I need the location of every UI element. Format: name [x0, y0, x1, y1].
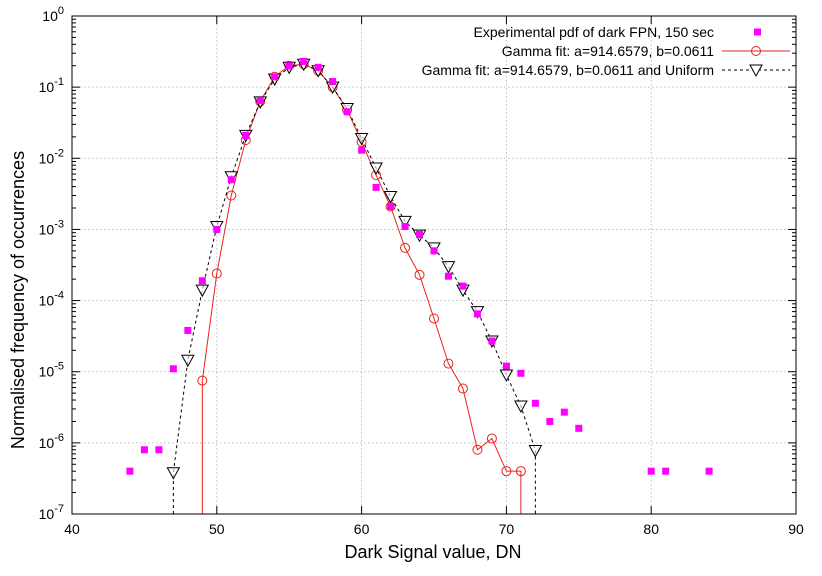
- gamma-uniform-fit-point: [383, 191, 398, 204]
- experimental-point: [256, 96, 264, 104]
- y-tick-label: 100: [42, 5, 64, 24]
- gamma-uniform-fit-point: [398, 215, 412, 229]
- experimental-point: [517, 369, 525, 377]
- y-tick-label: 10-3: [39, 218, 64, 237]
- plot-frame: [71, 15, 797, 515]
- gamma-fit-point: [226, 190, 237, 201]
- experimental-point: [198, 277, 206, 285]
- gamma-fit-point: [443, 358, 454, 369]
- gamma-uniform-fit-point: [528, 445, 543, 458]
- gamma-uniform-fit-point: [180, 354, 195, 368]
- legend-swatch-gamma-fit-marker: [751, 46, 761, 56]
- experimental-point: [314, 63, 322, 71]
- experimental-point: [184, 326, 192, 334]
- experimental-point: [300, 57, 308, 65]
- experimental-point: [662, 467, 670, 475]
- y-tick-label: 10-1: [39, 76, 64, 95]
- x-tick-label: 40: [64, 521, 80, 537]
- gamma-uniform-fit-point: [441, 261, 456, 274]
- gamma-fit-point: [197, 375, 208, 386]
- y-tick-label: 10-7: [39, 503, 64, 522]
- gamma-uniform-fit-line: [172, 63, 536, 514]
- experimental-point: [647, 467, 655, 475]
- x-tick-label: 60: [354, 521, 370, 537]
- experimental-point: [459, 282, 467, 290]
- experimental-point: [387, 203, 395, 211]
- gamma-fit-point: [501, 466, 512, 477]
- y-tick-label: 10-5: [39, 361, 64, 380]
- experimental-point: [169, 365, 177, 373]
- y-axis-title: Normalised frequency of occurrences: [8, 151, 28, 449]
- experimental-point: [546, 417, 554, 425]
- experimental-point: [242, 131, 250, 139]
- experimental-point: [126, 467, 134, 475]
- experimental-point: [473, 310, 481, 318]
- gamma-uniform-fit-point: [354, 132, 369, 146]
- experimental-point: [343, 108, 351, 116]
- experimental-point: [444, 272, 452, 280]
- experimental-point: [401, 222, 409, 230]
- legend-label-gamma-uniform: Gamma fit: a=914.6579, b=0.0611 and Unif…: [422, 62, 714, 78]
- gamma-fit-point: [486, 433, 497, 444]
- y-tick-label: 10-4: [39, 290, 64, 309]
- grid: [72, 16, 796, 514]
- experimental-point: [329, 78, 337, 86]
- gamma-uniform-fit-point: [369, 162, 383, 176]
- gamma-fit-point: [400, 242, 411, 253]
- gamma-fit-point: [457, 383, 468, 394]
- x-tick-label: 80: [643, 521, 659, 537]
- x-tick-label: 70: [499, 521, 515, 537]
- gamma-uniform-fit-point: [195, 284, 210, 298]
- experimental-point: [560, 408, 568, 416]
- gamma-fit-point: [429, 313, 439, 324]
- experimental-point: [416, 230, 424, 238]
- experimental-point: [227, 176, 235, 184]
- gamma-uniform-fit-point: [514, 400, 528, 414]
- legend-swatch-gamma-uniform-marker: [749, 64, 763, 78]
- experimental-point: [140, 446, 148, 454]
- x-tick-label: 50: [209, 521, 225, 537]
- x-axis-title: Dark Signal value, DN: [344, 542, 521, 562]
- series-layer: [126, 57, 713, 514]
- y-tick-label: 10-2: [39, 147, 64, 166]
- gamma-fit-point: [515, 466, 526, 477]
- experimental-point: [213, 225, 221, 233]
- experimental-point: [430, 247, 438, 255]
- gamma-fit-point: [211, 268, 222, 279]
- gamma-fit-point: [472, 444, 483, 455]
- experimental-point: [575, 424, 583, 432]
- experimental-point: [271, 73, 279, 81]
- gamma-fit-point: [414, 269, 425, 280]
- experimental-point: [488, 337, 496, 345]
- experimental-point: [531, 399, 539, 407]
- legend-label-experimental: Experimental pdf of dark FPN, 150 sec: [474, 24, 714, 40]
- y-tick-label: 10-6: [39, 432, 64, 451]
- legend-label-gamma-fit: Gamma fit: a=914.6579, b=0.0611: [502, 43, 714, 59]
- gamma-uniform-fit-point: [499, 369, 514, 383]
- legend-swatch-experimental: [754, 28, 761, 36]
- x-tick-label: 90: [788, 521, 804, 537]
- experimental-point: [372, 183, 380, 191]
- legend: Experimental pdf of dark FPN, 150 sec Gam…: [422, 24, 790, 78]
- experimental-point: [705, 467, 713, 475]
- experimental-point: [502, 362, 510, 370]
- gamma-uniform-fit-point: [166, 467, 181, 480]
- experimental-point: [285, 62, 293, 70]
- ticks: 40 50 60 70 80 90 10-7 10-6 10-5 10-4 10-3 10-2 10-1…: [39, 5, 804, 537]
- experimental-point: [358, 146, 366, 154]
- experimental-point: [155, 446, 163, 454]
